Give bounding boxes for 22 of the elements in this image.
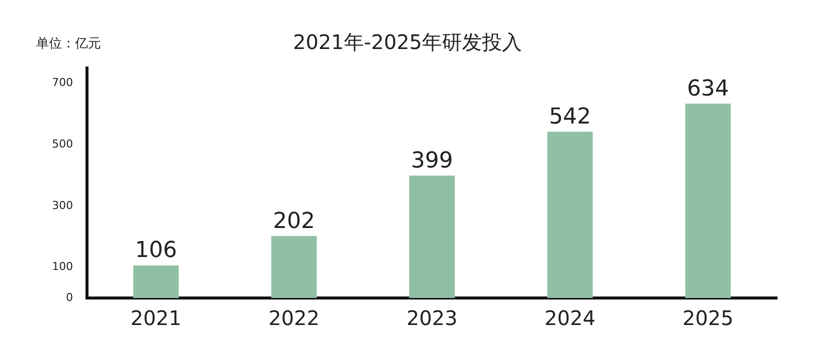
data-label: 202 xyxy=(272,208,315,234)
bar xyxy=(133,265,179,298)
data-label: 634 xyxy=(687,76,729,102)
bar xyxy=(409,176,455,298)
y-tick-label: 100 xyxy=(52,260,73,274)
bar xyxy=(547,132,593,298)
data-label: 542 xyxy=(549,104,591,130)
bar xyxy=(271,236,317,298)
y-tick-label: 700 xyxy=(52,76,73,90)
chart-title: 2021年-2025年研发投入 xyxy=(292,30,522,54)
x-tick-label: 2025 xyxy=(682,306,734,330)
x-tick-label: 2021 xyxy=(130,306,182,330)
bar xyxy=(685,104,731,298)
y-tick-label: 500 xyxy=(52,138,73,151)
data-label: 399 xyxy=(411,148,453,174)
y-tick-label: 300 xyxy=(52,198,73,212)
y-tick-label: 0 xyxy=(66,290,73,304)
data-label: 106 xyxy=(134,238,177,264)
x-tick-label: 2023 xyxy=(406,306,458,330)
x-tick-label: 2024 xyxy=(544,306,596,330)
y-axis-title: 单位：亿元 xyxy=(36,36,101,52)
x-tick-label: 2022 xyxy=(268,306,320,330)
